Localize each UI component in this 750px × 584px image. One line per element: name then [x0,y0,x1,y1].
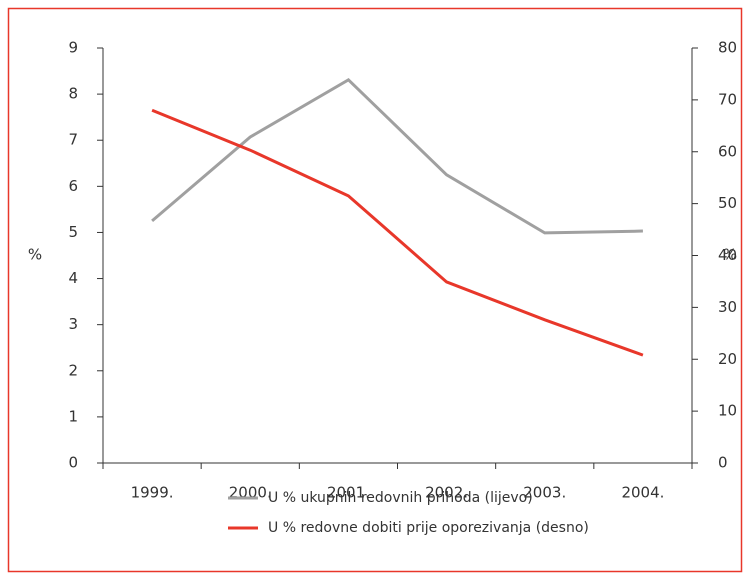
y-tick-label: 4 [68,269,78,287]
y-tick-label: 7 [68,131,78,149]
frame [7,7,743,573]
y2-tick-label: 80 [718,39,737,57]
series-line [151,108,644,357]
y-tick-label: 0 [68,454,78,472]
y-tick-label: 2 [68,361,78,379]
y2-tick-label: 60 [718,142,737,160]
y2-tick-label: 30 [718,298,737,316]
x-tick-label: 1999. [131,484,174,502]
y-tick-label: 3 [68,315,78,333]
y-tick-label: 5 [68,223,78,241]
y2-tick-label: 50 [718,194,737,212]
legend-label: U % redovne dobiti prije oporezivanja (d… [268,520,589,536]
y2-tick-label: 10 [718,402,737,420]
series-line [151,77,643,235]
x-tick-label: 2001. [327,484,370,502]
x-tick-label: 2004. [621,484,664,502]
y-tick-label: 1 [68,407,78,425]
y-tick-label: 8 [68,85,78,103]
y-tick-label: 9 [68,39,78,57]
x-tick-label: 2002. [425,484,468,502]
y2-axis-label: % [723,246,737,264]
y-axis-label: % [28,246,42,264]
x-tick-label: 2003. [523,484,566,502]
y2-tick-label: 20 [718,350,737,368]
y2-tick-label: 0 [718,454,728,472]
legend-label: U % ukupnih redovnih prihoda (lijevo) [268,490,533,506]
y2-tick-label: 40 [718,246,737,264]
y2-tick-label: 70 [718,90,737,108]
y-tick-label: 6 [68,177,78,195]
